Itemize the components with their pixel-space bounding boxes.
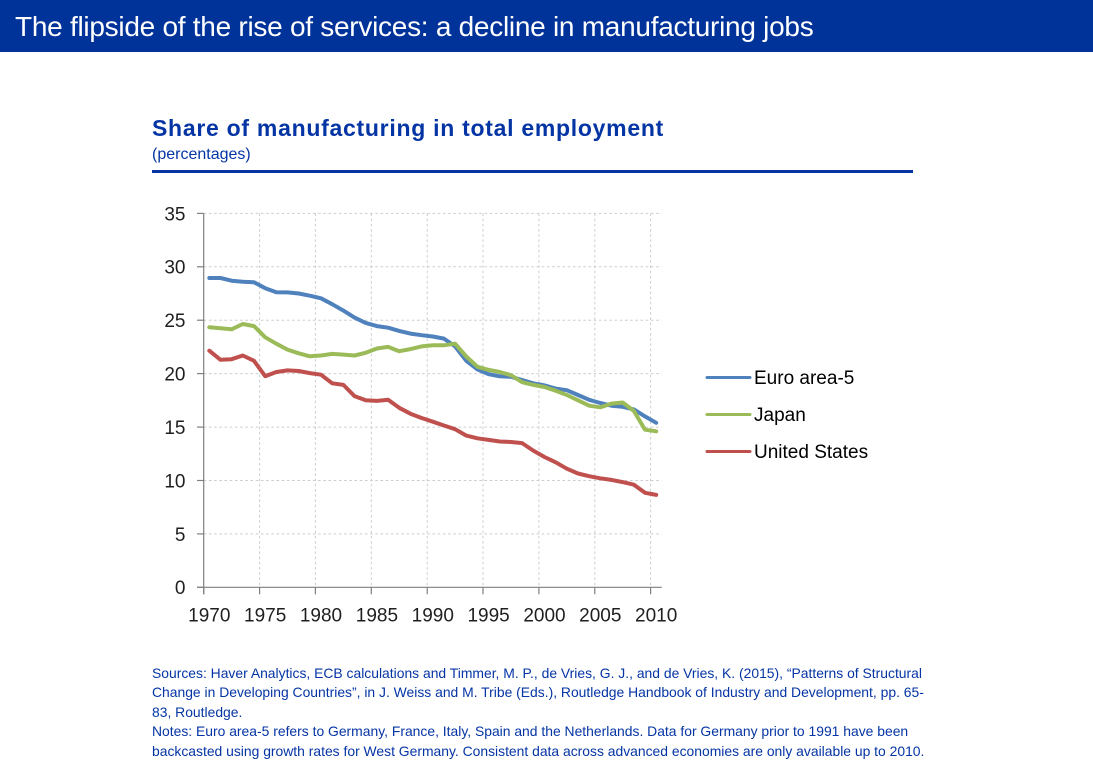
svg-text:United States: United States	[754, 442, 868, 463]
svg-text:2000: 2000	[523, 606, 565, 627]
svg-text:1995: 1995	[467, 606, 509, 627]
svg-text:30: 30	[164, 258, 185, 279]
svg-text:25: 25	[164, 311, 185, 332]
svg-text:35: 35	[164, 204, 185, 225]
svg-text:Japan: Japan	[754, 405, 806, 426]
svg-text:1980: 1980	[300, 606, 342, 627]
svg-text:1975: 1975	[244, 606, 286, 627]
svg-text:1985: 1985	[356, 606, 398, 627]
svg-text:Euro area-5: Euro area-5	[754, 368, 854, 389]
svg-text:1970: 1970	[188, 606, 230, 627]
svg-text:5: 5	[175, 525, 186, 546]
svg-text:1990: 1990	[412, 606, 454, 627]
svg-text:0: 0	[175, 578, 186, 599]
svg-text:10: 10	[164, 471, 185, 492]
svg-text:2005: 2005	[579, 606, 621, 627]
svg-text:2010: 2010	[635, 606, 677, 627]
svg-text:15: 15	[164, 418, 185, 439]
svg-text:20: 20	[164, 365, 185, 386]
